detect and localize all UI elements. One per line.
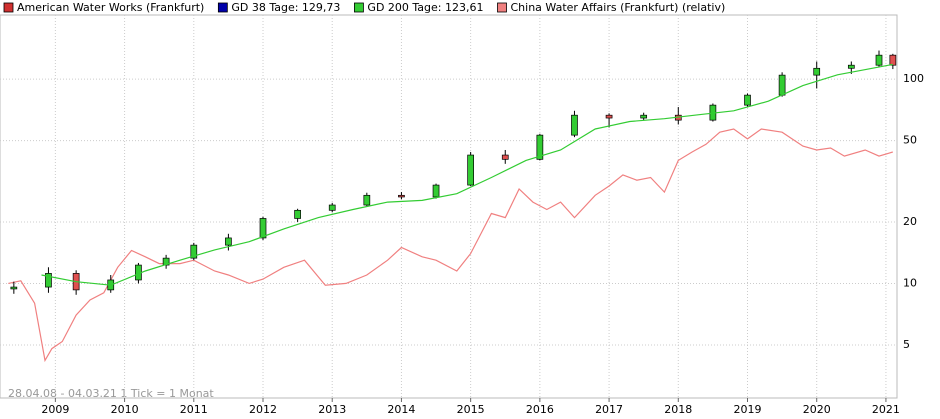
candle-body [190,244,198,259]
y-tick-label: 50 [903,134,917,147]
x-tick-label: 2018 [664,403,692,416]
candle-body [778,74,786,96]
x-tick-label: 2016 [526,403,554,416]
legend-label: American Water Works (Frankfurt) [17,1,204,14]
candle-body [875,54,883,66]
candle-body [328,204,336,211]
candle-body [536,134,544,160]
candle-body [45,273,52,288]
legend-swatch [3,2,14,13]
x-tick-label: 2020 [803,403,831,416]
candle-body [744,94,751,106]
x-tick-label: 2011 [180,403,208,416]
x-tick-label: 2010 [111,403,139,416]
candle-body [847,64,855,69]
annotation: 28.04.08 - 04.03.21 1 Tick = 1 Monat [8,387,214,400]
x-tick-label: 2021 [872,403,900,416]
candle-body [571,114,578,136]
candle-body [398,194,405,198]
candle-body [294,209,301,219]
line-series [41,63,893,286]
y-tick-label: 5 [903,338,910,351]
legend-label: GD 38 Tage: 129,73 [231,1,340,14]
x-tick-label: 2015 [457,403,485,416]
y-tick-label: 10 [903,276,917,289]
x-tick-label: 2014 [387,403,415,416]
line-series [8,128,893,363]
candle-body [10,286,18,290]
x-tick-label: 2009 [41,403,69,416]
candle-body [467,154,474,186]
legend-label: GD 200 Tage: 123,61 [367,1,483,14]
candle-body [605,114,613,119]
candle-body [889,54,897,66]
candle-body [501,154,509,160]
candle-body [640,114,648,119]
legend-label: China Water Affairs (Frankfurt) (relativ… [511,1,726,14]
legend-swatch [497,2,507,13]
candle-body [432,184,440,198]
legend-swatch [354,2,364,13]
candle-body [225,237,232,246]
x-tick-label: 2012 [249,403,277,416]
legend-swatch [217,2,228,13]
candle-body [363,194,371,206]
candle-body [259,218,267,239]
x-tick-label: 2013 [318,403,346,416]
x-tick-label: 2017 [595,403,623,416]
candle-body [813,67,821,76]
y-tick-label: 20 [903,215,917,228]
y-tick-label: 100 [903,72,924,85]
x-tick-label: 2019 [734,403,762,416]
plot-area [0,14,898,399]
